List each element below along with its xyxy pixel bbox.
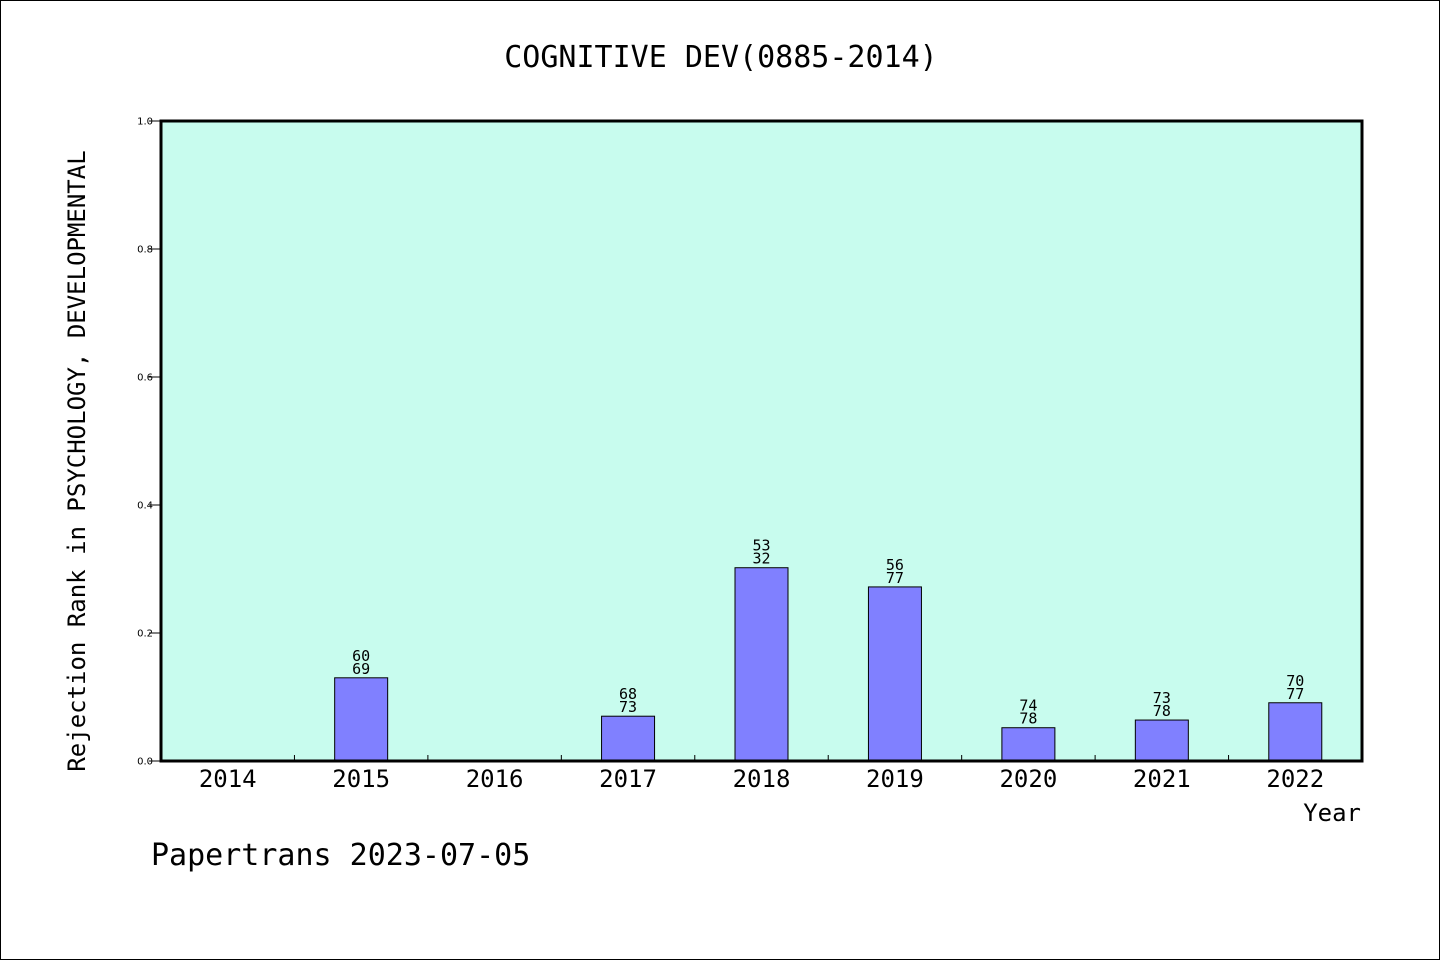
data-label-2020: 74 <box>1019 697 1037 715</box>
y-tick-label: 0.8 <box>137 245 153 256</box>
data-label-2015: 60 <box>352 647 370 665</box>
data-label-2020: 78 <box>1019 710 1037 728</box>
x-tick-label: 2021 <box>1133 765 1191 793</box>
data-label-2021: 78 <box>1153 702 1171 720</box>
x-tick-label: 2014 <box>199 765 257 793</box>
data-label-2022: 70 <box>1286 672 1304 690</box>
x-axis: 2014 2015 2016 2017 2018 2019 2020 2021 2022 <box>199 755 1324 793</box>
bar-2019 <box>867 586 922 762</box>
bar-2022 <box>1268 702 1323 762</box>
data-label-2018: 53 <box>752 537 770 555</box>
x-tick-label: 2022 <box>1266 765 1324 793</box>
footer-text: Papertrans 2023-07-05 <box>151 838 530 873</box>
y-tick-label: 1.0 <box>137 117 153 128</box>
x-tick-label: 2017 <box>599 765 657 793</box>
x-tick-label: 2019 <box>866 765 924 793</box>
y-axis: 0.0 0.2 0.4 0.6 0.8 1.0 <box>137 117 161 768</box>
bar-2021 <box>1134 719 1189 762</box>
data-label-2015: 69 <box>352 660 370 678</box>
y-axis-label: Rejection Rank in PSYCHOLOGY, DEVELOPMEN… <box>63 150 91 771</box>
y-tick-label: 0.0 <box>137 757 153 768</box>
bar-2015 <box>334 677 389 762</box>
bar-2020 <box>1001 727 1056 762</box>
x-axis-label: Year <box>1303 799 1361 827</box>
bars-group <box>334 567 1323 762</box>
x-tick-label: 2018 <box>733 765 791 793</box>
y-tick-label: 0.6 <box>137 373 153 384</box>
data-label-2018: 32 <box>752 550 770 568</box>
bar-2018 <box>734 567 789 762</box>
plot-border <box>159 119 1364 763</box>
data-label-2022: 77 <box>1286 685 1304 703</box>
bar-2017 <box>601 715 656 762</box>
x-tick-label: 2016 <box>466 765 524 793</box>
data-label-2021: 73 <box>1153 689 1171 707</box>
data-label-2017: 73 <box>619 698 637 716</box>
chart-title: COGNITIVE DEV(0885-2014) <box>504 40 937 75</box>
y-tick-label: 0.4 <box>137 501 153 512</box>
x-tick-label: 2015 <box>332 765 390 793</box>
x-tick-label: 2020 <box>999 765 1057 793</box>
data-label-2019: 56 <box>886 556 904 574</box>
data-label-2019: 77 <box>886 569 904 587</box>
data-label-2017: 68 <box>619 685 637 703</box>
y-tick-label: 0.2 <box>137 629 153 640</box>
